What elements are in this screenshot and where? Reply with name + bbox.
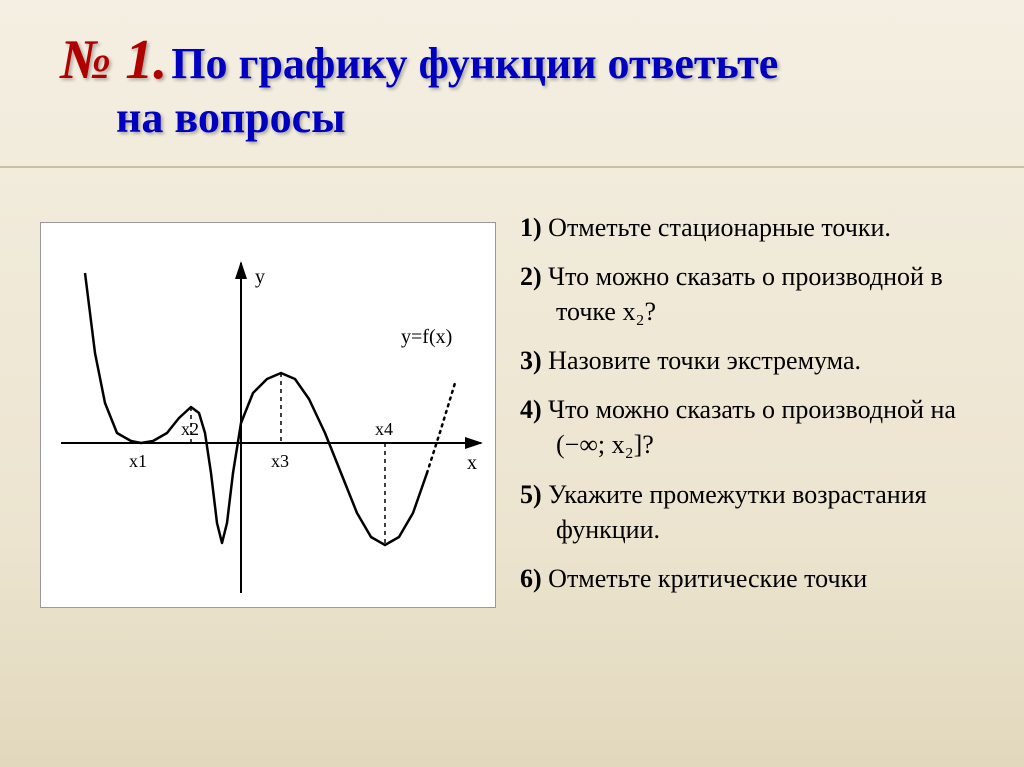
title-underline [0, 166, 1024, 168]
question-5: 5) Укажите промежутки возрастания функци… [520, 477, 994, 547]
svg-text:x1: x1 [129, 451, 147, 471]
svg-text:x4: x4 [375, 419, 393, 439]
function-chart: y x y=f(x) x1 x2 x3 x4 [40, 222, 496, 608]
svg-text:x3: x3 [271, 451, 289, 471]
title-block: № 1. По графику функции ответьте на вопр… [60, 28, 984, 143]
slide: № 1. По графику функции ответьте на вопр… [0, 0, 1024, 767]
svg-text:y: y [255, 266, 265, 288]
question-6: 6) Отметьте критические точки [520, 561, 994, 596]
task-number: № 1. [60, 29, 167, 91]
chart-svg: y x y=f(x) x1 x2 x3 x4 [41, 223, 495, 607]
question-1: 1) Отметьте стационарные точки. [520, 210, 994, 245]
svg-text:x: x [467, 452, 477, 474]
question-3: 3) Назовите точки экстремума. [520, 343, 994, 378]
title-line-1: По графику функции ответьте [171, 39, 778, 88]
title-line-2: на вопросы [116, 93, 346, 142]
svg-text:y=f(x): y=f(x) [401, 326, 452, 348]
question-2: 2) Что можно сказать о производной в точ… [520, 259, 994, 329]
svg-text:x2: x2 [181, 419, 199, 439]
question-4: 4) Что можно сказать о производной на (−… [520, 392, 994, 462]
questions-list: 1) Отметьте стационарные точки. 2) Что м… [520, 210, 994, 610]
